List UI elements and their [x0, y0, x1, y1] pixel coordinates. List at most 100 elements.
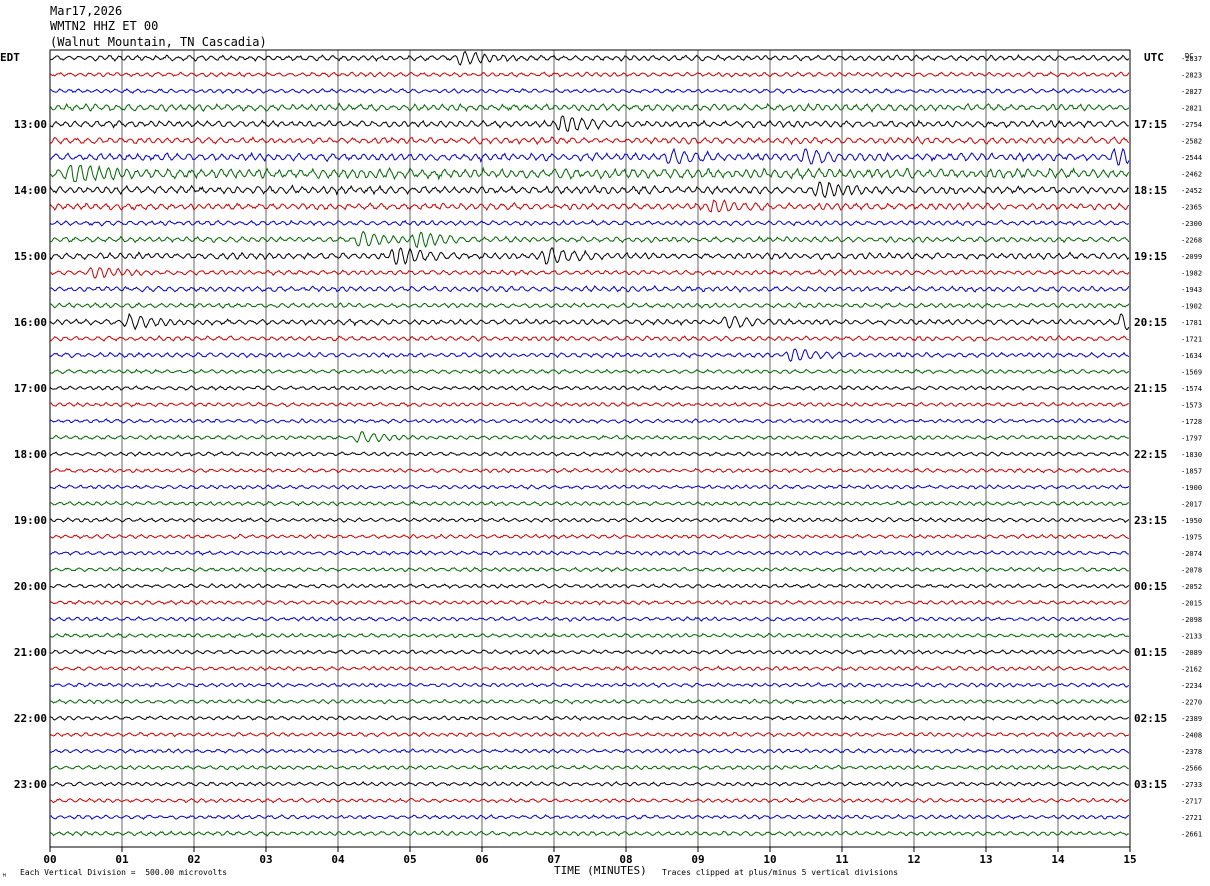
dc-offset-label: -2566: [1181, 765, 1202, 773]
trace-line: [49, 230, 1130, 249]
trace-line: [49, 219, 1130, 227]
plot-frame: [49, 49, 1131, 848]
right-hour-label: 22:15: [1134, 448, 1167, 461]
dc-offset-label: -2661: [1181, 831, 1202, 839]
dc-offset-label: -2452: [1181, 187, 1202, 195]
trace-line: [49, 748, 1130, 754]
trace-line: [49, 302, 1130, 310]
trace-line: [49, 401, 1129, 408]
left-hour-label: 19:00: [14, 514, 47, 527]
trace-line: [49, 147, 1130, 166]
trace-line: [49, 599, 1130, 606]
dc-offset-label: -2074: [1181, 550, 1202, 558]
right-hour-label: 03:15: [1134, 778, 1167, 791]
x-tick-label: 06: [475, 853, 489, 866]
left-hour-label: 21:00: [14, 646, 47, 659]
dc-offset-label: -1900: [1181, 484, 1202, 492]
trace-line: [49, 335, 1130, 342]
left-hour-label: 16:00: [14, 316, 47, 329]
dc-offset-label: -2827: [1181, 88, 1202, 96]
trace-line: [49, 797, 1130, 804]
dc-offset-label: -1634: [1181, 352, 1202, 360]
x-tick-label: 11: [835, 853, 849, 866]
dc-offset-label: -2721: [1181, 814, 1202, 822]
dc-offset-label: -1902: [1181, 303, 1202, 311]
trace-line: [49, 164, 1130, 182]
trace-line: [49, 616, 1129, 622]
trace-line: [49, 780, 1129, 788]
right-hour-label: 19:15: [1134, 250, 1167, 263]
station-name: (Walnut Mountain, TN Cascadia): [50, 35, 267, 49]
dc-offset-label: -2162: [1181, 666, 1202, 674]
left-hour-label: 14:00: [14, 184, 47, 197]
dc-offset-label: -2408: [1181, 732, 1202, 740]
trace-line: [49, 418, 1129, 425]
left-timezone-label: EDT: [0, 51, 20, 64]
trace-line: [49, 181, 1129, 199]
right-hour-label: 00:15: [1134, 580, 1167, 593]
x-tick-label: 12: [907, 853, 920, 866]
dc-offset-label: -2270: [1181, 699, 1202, 707]
left-hour-label: 13:00: [14, 118, 47, 131]
trace-line: [49, 467, 1130, 474]
dc-offset-label: -2133: [1181, 633, 1202, 641]
x-tick-label: 03: [259, 853, 272, 866]
trace-line: [49, 430, 1129, 444]
dc-offset-label: -2078: [1181, 567, 1202, 575]
corner-mark: ᴹ: [2, 872, 7, 881]
dc-offset-label: -2365: [1181, 204, 1202, 212]
minute-gridlines: [121, 50, 1059, 847]
trace-line: [49, 665, 1129, 672]
x-tick-label: 10: [763, 853, 776, 866]
dc-offset-label: -1569: [1181, 369, 1202, 377]
dc-offset-label: -1830: [1181, 451, 1202, 459]
trace-line: [49, 764, 1130, 771]
hour-labels: 13:00 14:00 15:00 16:00 17:00 18:00 19:00 20:00…: [14, 118, 1167, 791]
trace-line: [49, 102, 1130, 113]
dc-offset-label: -2389: [1181, 715, 1202, 723]
right-timezone-label: UTC: [1144, 51, 1164, 64]
trace-line: [49, 549, 1129, 556]
x-axis-ticks: 00 01 02 03 04 05 06 07 08 09 10 11 12 13 14 15: [43, 847, 1137, 866]
right-hour-label: 01:15: [1134, 646, 1167, 659]
left-hour-label: 15:00: [14, 250, 47, 263]
dc-offset-label: -1975: [1181, 534, 1202, 542]
traces: [49, 50, 1130, 837]
trace-line: [49, 516, 1130, 523]
scale-note: Each Vertical Division = 500.00 microvol…: [20, 868, 228, 877]
dc-offset-label: -1574: [1181, 385, 1202, 393]
right-hour-label: 23:15: [1134, 514, 1167, 527]
dc-offset-label: -1982: [1181, 270, 1202, 278]
dc-offset-label: -2717: [1181, 798, 1202, 806]
x-tick-label: 02: [187, 853, 200, 866]
x-tick-label: 04: [331, 853, 345, 866]
dc-offset-label: -1573: [1181, 402, 1202, 410]
x-tick-label: 15: [1123, 853, 1136, 866]
dc-header-label: DC: [1185, 52, 1193, 60]
trace-line: [49, 385, 1129, 391]
trace-line: [49, 115, 1129, 132]
trace-line: [49, 267, 1130, 279]
x-tick-label: 09: [691, 853, 704, 866]
x-tick-label: 07: [547, 853, 560, 866]
trace-line: [49, 284, 1130, 294]
left-hour-label: 22:00: [14, 712, 47, 725]
dc-offset-label: -2017: [1181, 501, 1202, 509]
trace-line: [49, 500, 1130, 507]
trace-line: [49, 731, 1130, 738]
dc-offset-label: -2089: [1181, 649, 1202, 657]
trace-line: [49, 484, 1130, 490]
dc-offset-label: -2052: [1181, 583, 1202, 591]
trace-line: [49, 813, 1130, 821]
trace-line: [49, 368, 1130, 375]
left-hour-label: 20:00: [14, 580, 47, 593]
trace-line: [49, 87, 1129, 95]
trace-line: [49, 533, 1129, 540]
trace-line: [49, 451, 1129, 457]
x-tick-label: 01: [115, 853, 129, 866]
dc-offset-label: -2268: [1181, 237, 1202, 245]
dc-offset-label: -1943: [1181, 286, 1202, 294]
trace-line: [49, 135, 1130, 146]
dc-offset-label: -2582: [1181, 138, 1202, 146]
dc-offset-label: -2300: [1181, 220, 1202, 228]
